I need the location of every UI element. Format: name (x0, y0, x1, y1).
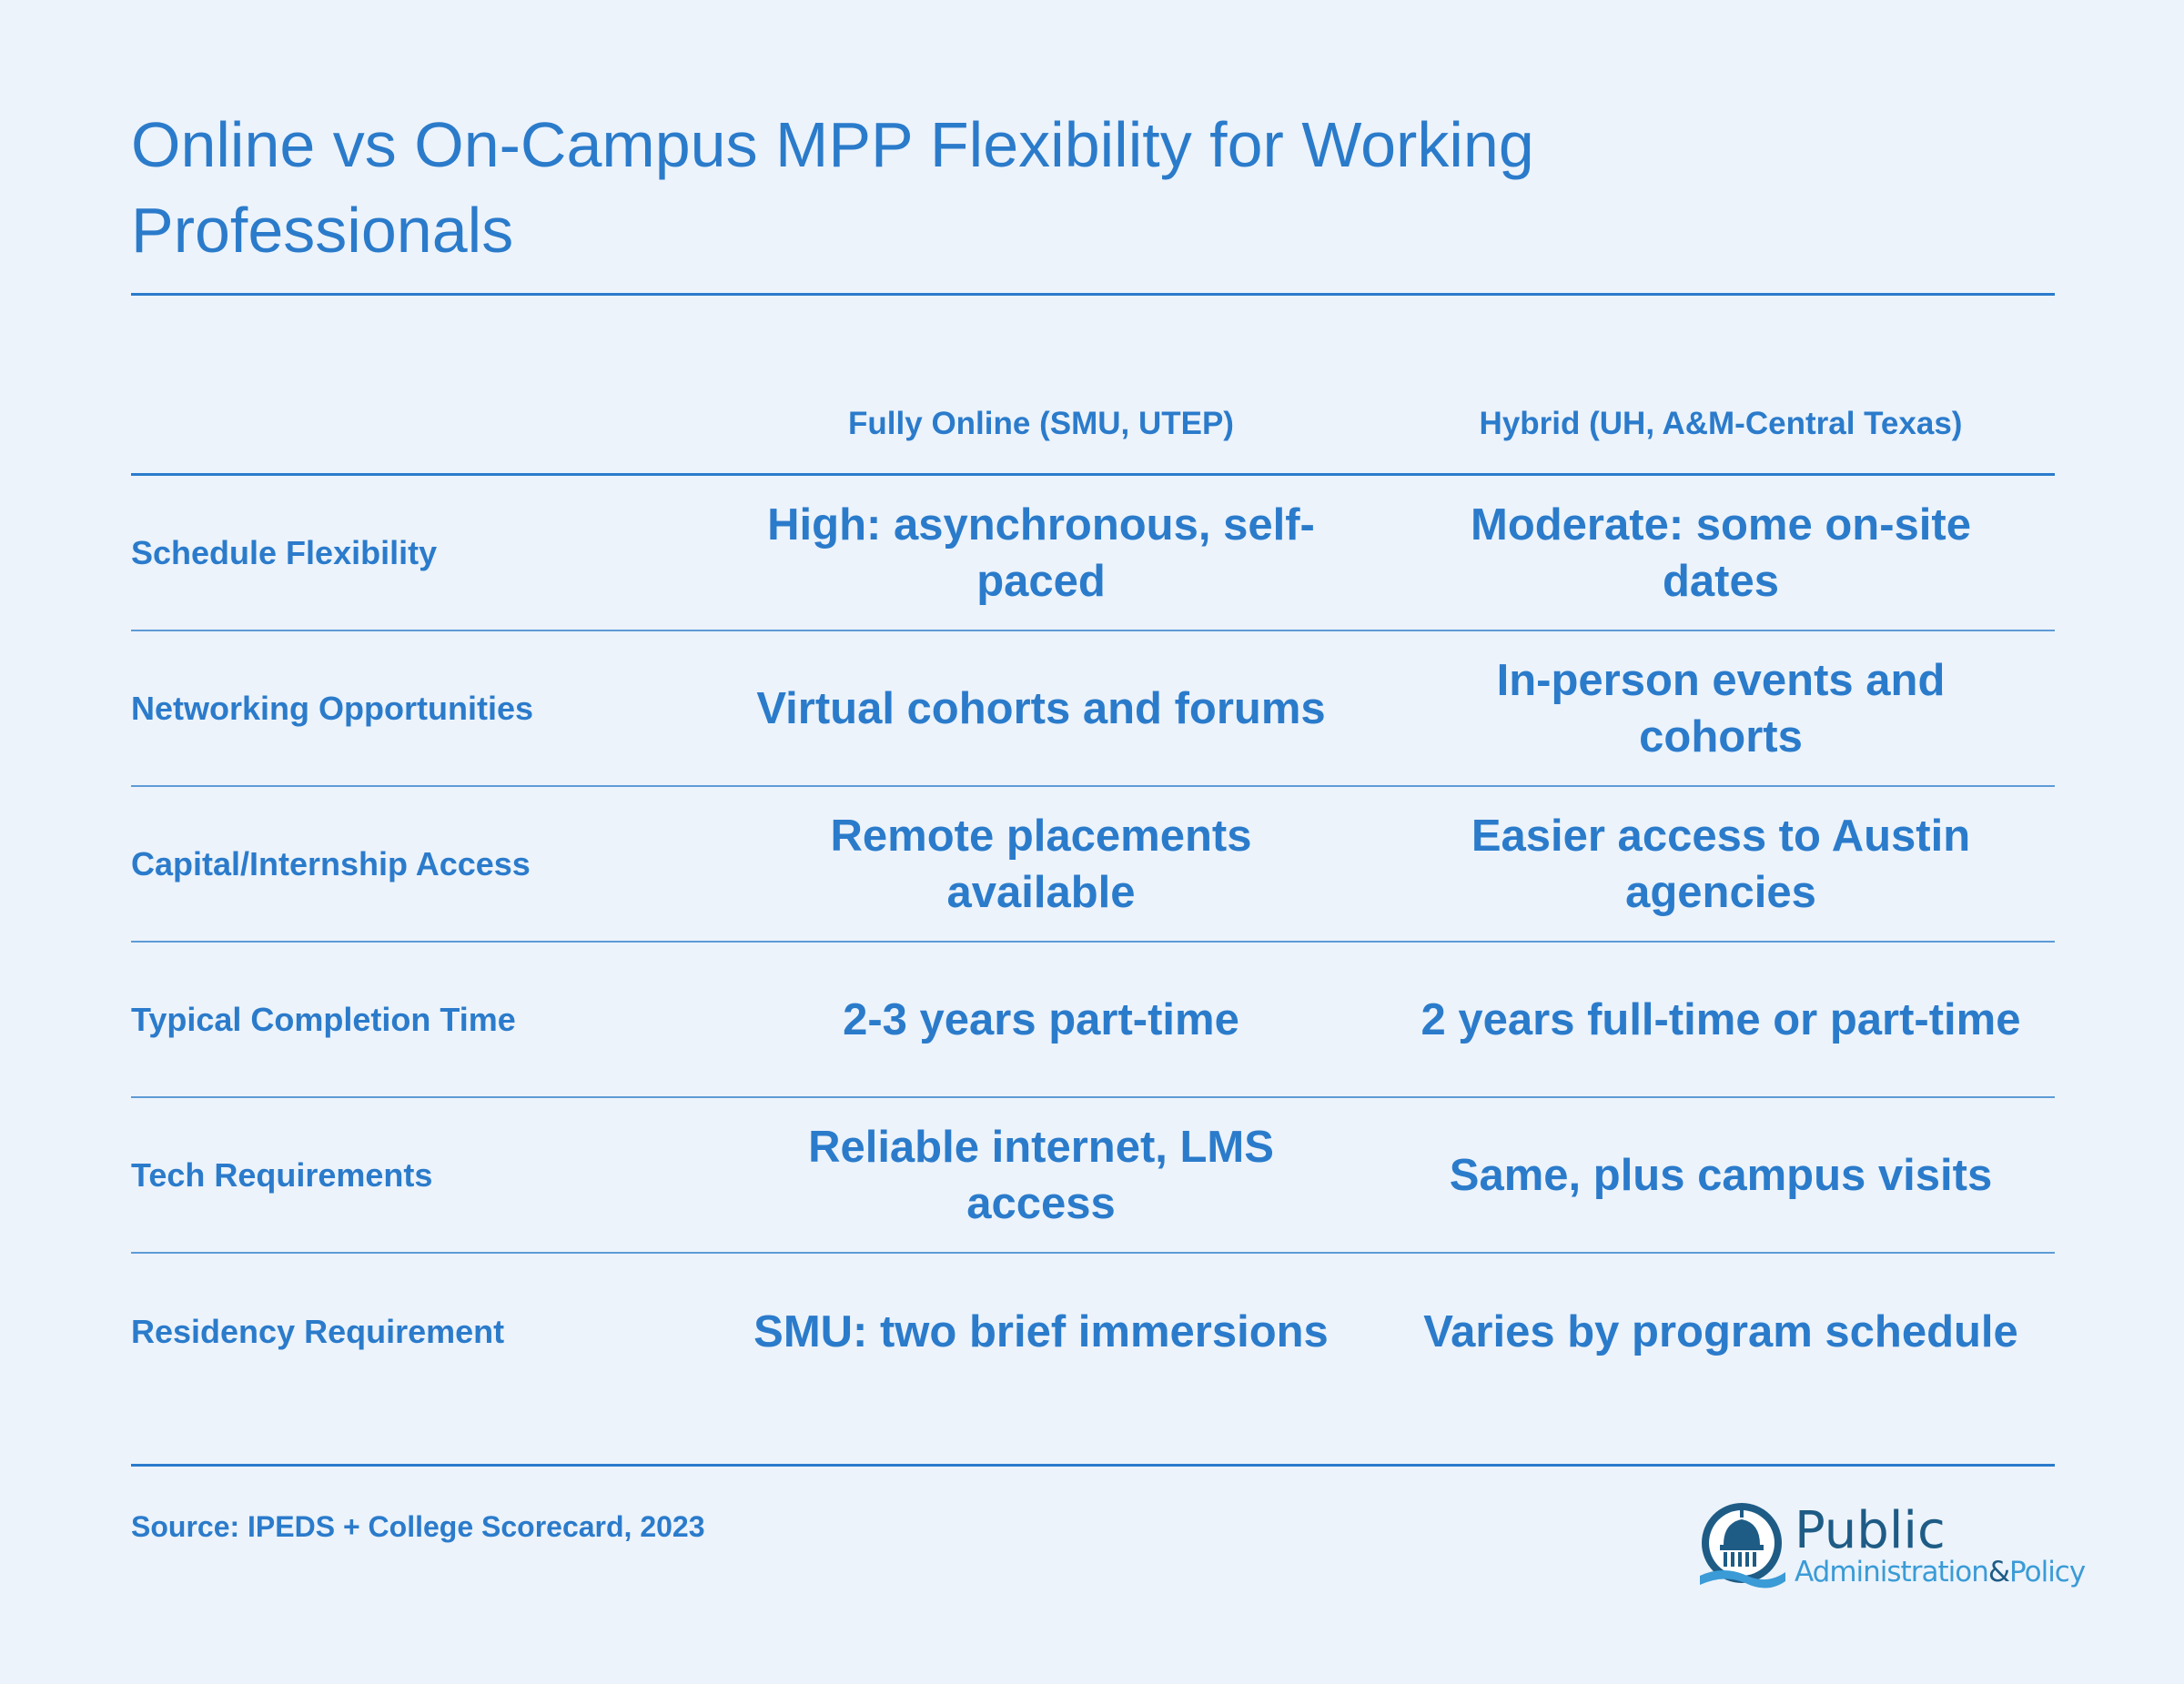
row-label: Capital/Internship Access (131, 844, 531, 882)
footer-divider (131, 1464, 2055, 1467)
title-divider (131, 293, 2055, 296)
capitol-dome-icon (1700, 1503, 1785, 1588)
hybrid-cell: In-person events and cohorts (1496, 655, 1946, 761)
header-hybrid: Hybrid (UH, A&M-Central Texas) (1479, 406, 1963, 441)
online-cell: 2-3 years part-time (843, 994, 1239, 1044)
page-title: Online vs On-Campus MPP Flexibility for … (131, 109, 1534, 266)
hybrid-cell: Same, plus campus visits (1449, 1150, 1993, 1200)
row-label: Tech Requirements (131, 1155, 433, 1194)
table-row: Capital/Internship Access Remote placeme… (131, 787, 2055, 943)
online-cell: Virtual cohorts and forums (756, 683, 1326, 733)
online-cell: SMU: two brief immersions (753, 1306, 1329, 1356)
logo-wordmark-public: Public (1795, 1501, 1946, 1560)
online-cell: Remote placements available (830, 811, 1252, 917)
hybrid-cell: 2 years full-time or part-time (1421, 994, 2021, 1044)
table-row: Schedule Flexibility High: asynchronous,… (131, 476, 2055, 631)
row-label: Schedule Flexibility (131, 533, 438, 571)
comparison-table: Fully Online (SMU, UTEP) Hybrid (UH, A&M… (131, 375, 2055, 1409)
row-label: Residency Requirement (131, 1312, 505, 1350)
table-row: Networking Opportunities Virtual cohorts… (131, 631, 2055, 787)
online-cell: High: asynchronous, self-paced (767, 499, 1315, 606)
table-header-row: Fully Online (SMU, UTEP) Hybrid (UH, A&M… (131, 375, 2055, 476)
hybrid-cell: Varies by program schedule (1423, 1306, 2018, 1356)
hybrid-cell: Easier access to Austin agencies (1471, 811, 1971, 917)
table-row: Typical Completion Time 2-3 years part-t… (131, 943, 2055, 1098)
row-label: Typical Completion Time (131, 1000, 516, 1038)
header-fully-online: Fully Online (SMU, UTEP) (848, 406, 1234, 441)
brand-logo: Public Administration&Policy (1696, 1497, 2086, 1598)
logo-wordmark-subtitle: Administration&Policy (1795, 1556, 2086, 1588)
hybrid-cell: Moderate: some on-site dates (1471, 499, 1971, 606)
row-label: Networking Opportunities (131, 689, 534, 727)
online-cell: Reliable internet, LMS access (808, 1122, 1274, 1228)
source-note: Source: IPEDS + College Scorecard, 2023 (131, 1510, 705, 1543)
table-row: Tech Requirements Reliable internet, LMS… (131, 1098, 2055, 1254)
table-row: Residency Requirement SMU: two brief imm… (131, 1254, 2055, 1409)
